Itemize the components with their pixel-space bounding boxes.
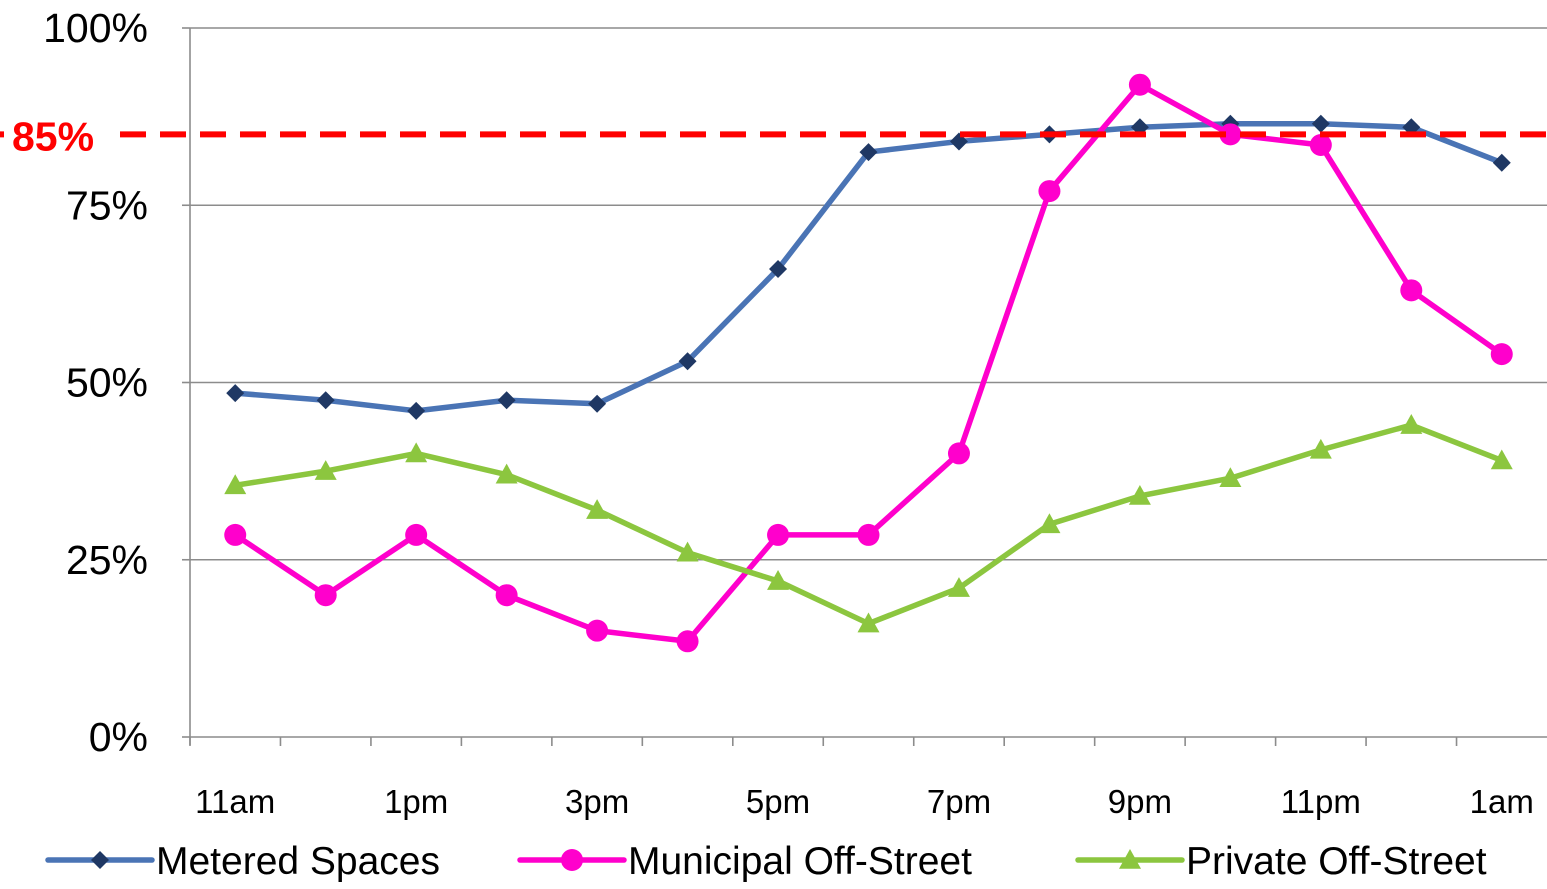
series-line-municipal-off-street [232, 81, 1505, 645]
data-point-municipal-off-street [676, 630, 699, 653]
legend-label: Metered Spaces [156, 840, 440, 883]
data-point-municipal-off-street [1400, 279, 1423, 302]
data-point-private-off-street [676, 541, 699, 562]
y-tick-label: 100% [43, 5, 148, 51]
x-tick-label: 1am [1470, 783, 1534, 820]
x-tick-label: 1pm [384, 783, 448, 820]
data-point-municipal-off-street [1490, 343, 1513, 366]
data-point-municipal-off-street [767, 523, 790, 546]
data-point-metered-spaces [497, 391, 516, 410]
legend-item-municipal-off-street: Municipal Off-Street [517, 840, 972, 883]
series-layer [224, 73, 1513, 653]
data-point-municipal-off-street [947, 442, 970, 465]
data-point-private-off-street [767, 570, 790, 590]
data-point-metered-spaces [588, 394, 607, 413]
y-tick-label: 0% [89, 714, 148, 760]
x-tick-label: 7pm [927, 783, 991, 820]
data-point-municipal-off-street [1128, 73, 1151, 96]
data-point-private-off-street [857, 612, 880, 633]
data-point-private-off-street [1490, 449, 1513, 470]
series-line-metered-spaces [232, 120, 1505, 414]
legend-item-private-off-street: Private Off-Street [1075, 840, 1487, 883]
data-point-private-off-street [495, 463, 518, 484]
data-point-private-off-street [405, 442, 428, 463]
tick-labels: 0% 25% 50% 75% 100% 11am 1pm 3pm 5pm 7pm 9pm 11pm 1a… [43, 5, 1534, 820]
data-point-metered-spaces [407, 401, 426, 420]
data-point-metered-spaces [1492, 153, 1511, 172]
data-point-municipal-off-street [405, 523, 428, 546]
legend: Metered Spaces Municipal Off-Street Privat… [45, 840, 1487, 883]
data-point-municipal-off-street [586, 619, 609, 642]
data-point-private-off-street [586, 499, 609, 519]
data-point-metered-spaces [316, 391, 335, 410]
data-point-private-off-street [1219, 467, 1242, 488]
data-point-metered-spaces [769, 260, 788, 279]
data-point-metered-spaces [678, 352, 697, 371]
legend-swatch-marker [561, 849, 583, 871]
data-point-private-off-street [1038, 513, 1061, 534]
axes [182, 27, 1547, 746]
x-tick-label: 5pm [746, 783, 810, 820]
reference-line-layer: 85% [0, 112, 1547, 159]
data-point-municipal-off-street [857, 523, 880, 546]
series-municipal-off-street [224, 73, 1513, 653]
data-point-municipal-off-street [224, 523, 247, 546]
data-point-municipal-off-street [314, 584, 337, 607]
series-private-off-street [224, 414, 1513, 633]
legend-label: Municipal Off-Street [628, 840, 972, 883]
legend-swatch-marker [1119, 849, 1141, 869]
y-tick-label: 75% [66, 182, 148, 228]
data-point-private-off-street [947, 577, 970, 597]
data-point-municipal-off-street [1219, 123, 1242, 146]
x-tick-label: 11pm [1281, 783, 1361, 820]
data-point-metered-spaces [859, 143, 878, 162]
data-point-private-off-street [1128, 484, 1151, 505]
gridlines [190, 27, 1547, 561]
legend-swatch-marker [91, 851, 109, 869]
data-point-municipal-off-street [495, 584, 518, 607]
legend-label: Private Off-Street [1186, 840, 1487, 883]
legend-item-metered-spaces: Metered Spaces [45, 840, 440, 883]
x-tick-label: 3pm [565, 783, 629, 820]
data-point-private-off-street [1309, 438, 1332, 459]
x-tick-label: 9pm [1108, 783, 1172, 820]
data-point-municipal-off-street [1309, 133, 1332, 156]
data-point-metered-spaces [226, 384, 245, 403]
data-point-municipal-off-street [1038, 180, 1061, 203]
y-tick-label: 25% [66, 537, 148, 583]
data-point-private-off-street [314, 460, 337, 480]
data-point-metered-spaces [1311, 114, 1330, 133]
data-point-private-off-street [1400, 414, 1423, 434]
reference-line-label: 85% [12, 113, 94, 159]
x-tick-label: 11am [195, 783, 275, 820]
data-point-private-off-street [224, 474, 247, 495]
reference-label-background [4, 112, 114, 157]
y-tick-label: 50% [66, 360, 148, 406]
series-metered-spaces [226, 114, 1511, 420]
